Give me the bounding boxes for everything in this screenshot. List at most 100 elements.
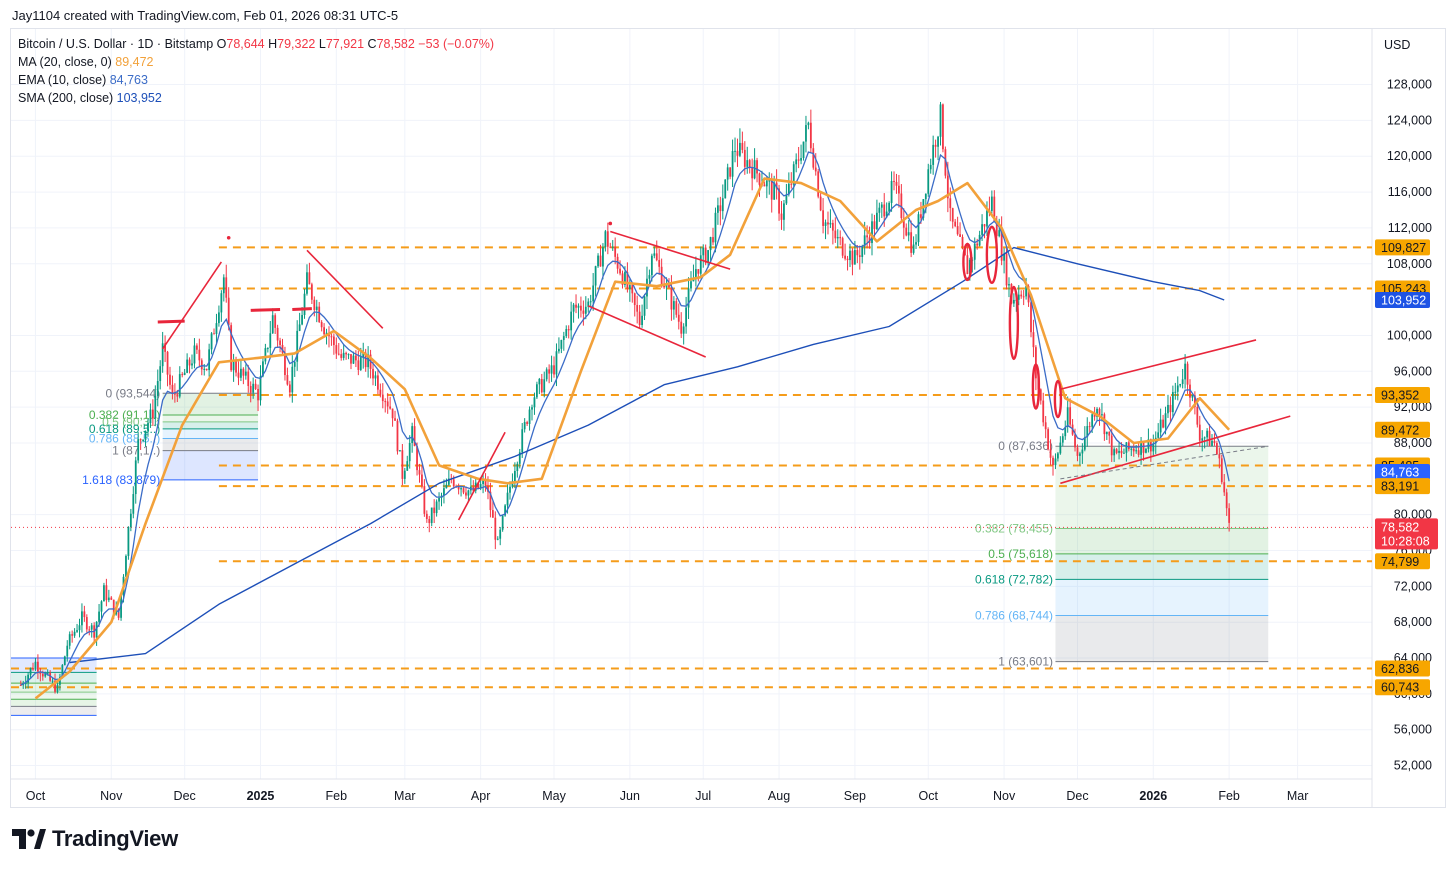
flag-line[interactable]	[587, 305, 706, 358]
candle-body	[408, 442, 411, 462]
x-tick-label: Mar	[394, 789, 416, 803]
candle-body	[1052, 457, 1054, 466]
candle-body	[215, 323, 218, 334]
highlight-ellipse[interactable]	[1053, 379, 1063, 419]
wedge-line[interactable]	[1060, 415, 1291, 485]
candle-body	[350, 354, 352, 364]
candle-body	[499, 529, 502, 539]
candle-body	[73, 631, 76, 636]
marker-dot[interactable]	[226, 235, 231, 240]
candle-body	[1064, 426, 1067, 437]
candle-body	[1137, 450, 1140, 455]
wedge-line[interactable]	[1060, 339, 1257, 390]
trendline[interactable]	[306, 249, 384, 329]
candle-body	[401, 450, 404, 479]
flag-line[interactable]	[610, 230, 731, 270]
candle-body	[134, 460, 137, 495]
candle-body	[535, 384, 538, 398]
candle-body	[597, 255, 599, 267]
fib-left-level-label: 0 (93,544)	[106, 386, 161, 400]
legend-symbol: Bitcoin / U.S. Dollar · 1D · Bitstamp O7…	[18, 37, 494, 51]
candle-body	[208, 349, 211, 371]
candle-body	[222, 277, 225, 294]
candle-body	[861, 246, 864, 257]
candle-body	[572, 304, 575, 312]
candle-body	[445, 484, 448, 489]
price-tag	[1375, 660, 1430, 677]
candle-body	[785, 194, 788, 204]
candle-body	[753, 160, 756, 179]
highlight-ellipse[interactable]	[962, 242, 973, 282]
candle-body	[878, 207, 881, 213]
candle-body	[477, 482, 480, 489]
candle-body	[827, 222, 829, 225]
candle-body	[103, 585, 105, 602]
candle-body	[1054, 458, 1057, 466]
candle-body	[107, 597, 110, 601]
ma20-line	[34, 177, 1231, 700]
marker-dot[interactable]	[608, 221, 613, 226]
legend-ohlc-l: 77,921	[326, 37, 368, 51]
candle-body	[372, 368, 374, 379]
drawings	[157, 221, 1291, 521]
highlight-ellipse[interactable]	[985, 225, 999, 285]
candle-body	[29, 668, 32, 675]
fib-left-level-label: 0.5 (90,3..)	[102, 415, 160, 429]
candle-body	[1076, 447, 1079, 456]
candle-body	[39, 671, 42, 674]
x-tick-label: Sep	[844, 789, 866, 803]
candle-body	[927, 169, 930, 194]
candle-body	[1000, 230, 1003, 261]
candle-body	[399, 450, 401, 452]
candle-body	[1120, 450, 1123, 454]
candle-body	[709, 237, 712, 251]
candle-body	[68, 634, 71, 646]
candle-body	[1081, 449, 1084, 454]
candle-body	[792, 164, 795, 185]
candle-body	[296, 330, 299, 362]
candle-body	[467, 490, 470, 496]
candle-body	[56, 684, 59, 692]
marker-dash[interactable]	[292, 307, 312, 311]
candle-body	[1103, 414, 1106, 435]
candle-body	[609, 246, 612, 248]
candle-body	[690, 281, 692, 289]
candle-body	[751, 167, 754, 179]
fib-left-level-label: 0.382 (91,1..)	[89, 408, 160, 422]
trendline[interactable]	[161, 261, 223, 350]
candle-body	[731, 150, 734, 177]
candle-body	[159, 366, 162, 382]
marker-dash[interactable]	[250, 307, 281, 312]
candle-body	[218, 312, 220, 324]
highlight-ellipse[interactable]	[1008, 285, 1020, 361]
price-tag-text: 84,763	[1381, 465, 1419, 479]
candle-body	[633, 293, 636, 306]
candle-body	[105, 585, 108, 601]
candle-body	[27, 674, 30, 683]
candle-body	[210, 333, 213, 350]
candle-body	[1147, 439, 1150, 449]
candle-body	[37, 661, 39, 672]
candle-body	[100, 601, 103, 612]
candle-body	[384, 401, 387, 403]
candle-body	[1132, 448, 1135, 452]
candle-body	[254, 383, 257, 389]
candle-body	[491, 510, 494, 518]
currency-label[interactable]: USD	[1384, 38, 1410, 52]
candle-body	[259, 376, 262, 401]
candle-body	[910, 232, 913, 253]
candle-body	[682, 326, 685, 334]
candle-body	[1218, 454, 1221, 459]
candle-body	[824, 222, 827, 226]
highlight-ellipse[interactable]	[1031, 363, 1041, 410]
trendline[interactable]	[457, 431, 506, 521]
candle-body	[1115, 449, 1118, 453]
y-tick-label: 100,000	[1387, 328, 1432, 342]
marker-dash[interactable]	[157, 319, 185, 324]
candle-body	[702, 247, 705, 256]
candle-body	[741, 142, 744, 150]
candle-body	[946, 175, 949, 199]
candle-body	[90, 625, 93, 630]
fib-small-zone	[11, 692, 97, 700]
